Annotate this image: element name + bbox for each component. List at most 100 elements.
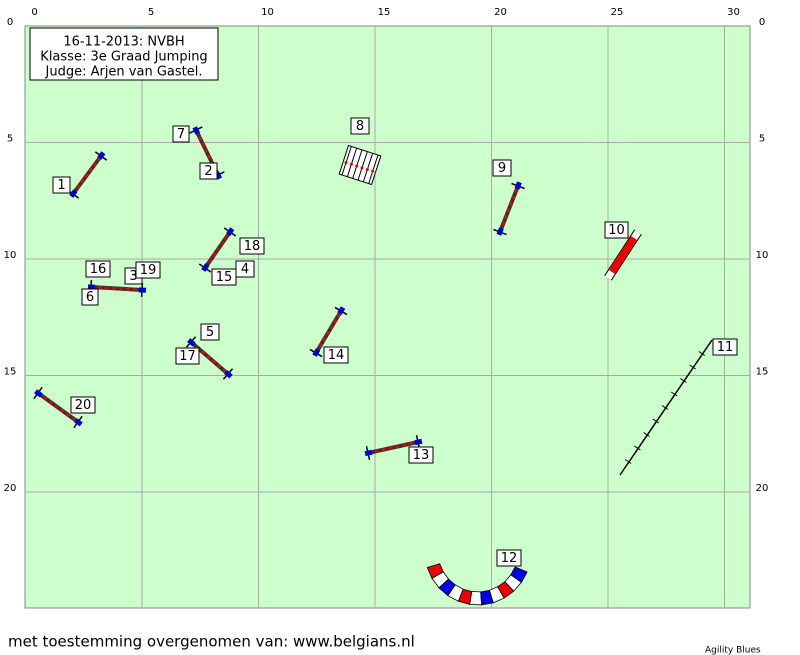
obstacle-label: 6 — [86, 290, 94, 305]
obstacle-label-box — [496, 549, 522, 567]
obstacle-label: 18 — [244, 239, 261, 254]
dogwalk-slat — [661, 405, 669, 410]
obstacle-label: 9 — [498, 161, 506, 176]
jump-wing — [97, 151, 106, 160]
obstacle-label: 14 — [328, 348, 345, 363]
weave-pole — [352, 149, 363, 179]
jump-wing — [514, 181, 522, 190]
obstacle-label: 3 — [129, 269, 137, 284]
obstacle-label-box — [52, 176, 71, 194]
field — [24, 25, 751, 609]
obstacle-label-box — [199, 162, 218, 180]
obstacle-label: 4 — [241, 262, 249, 277]
jump-bar — [367, 440, 419, 455]
obstacle-label-box — [85, 260, 111, 278]
y-tick-label: 20 — [4, 483, 17, 494]
x-tick-label: 10 — [261, 7, 274, 18]
dogwalk-slat — [643, 432, 650, 437]
obstacle-label-box — [200, 323, 220, 341]
dogwalk-slat — [689, 364, 696, 370]
jump-wing — [187, 338, 196, 347]
jump-wing — [69, 189, 78, 198]
jump-wing — [414, 438, 423, 446]
weave-pole — [362, 153, 374, 183]
jump-bar — [72, 155, 102, 195]
obstacle-label-box — [239, 237, 265, 255]
weave-dot — [349, 162, 353, 166]
dogwalk-slat — [680, 378, 687, 383]
jump-bar — [37, 392, 79, 423]
jump-bar — [314, 310, 343, 354]
obstacle-label-box — [70, 396, 96, 414]
obstacle-label-box — [350, 117, 370, 135]
x-tick-label: 15 — [378, 7, 391, 18]
y-tick-label: 10 — [4, 250, 17, 261]
jump-wing — [226, 227, 235, 236]
x-tick-label: 20 — [494, 7, 507, 18]
obstacle-label: 16 — [90, 262, 107, 277]
info-line: Judge: Arjen van Gastel. — [45, 65, 203, 80]
weave-dot — [360, 166, 364, 170]
y-tick-label: 10 — [756, 250, 769, 261]
weave-pole — [346, 147, 358, 177]
jump-wing — [74, 418, 83, 427]
obstacle-label: 19 — [140, 263, 157, 278]
obstacle-label-box — [408, 446, 434, 464]
y-tick-label: 0 — [7, 17, 13, 28]
obstacle-label: 11 — [717, 340, 734, 355]
dogwalk-slat — [698, 351, 706, 356]
obstacle-label: 17 — [179, 349, 196, 364]
obstacle-label-box — [135, 261, 161, 279]
info-line: 16-11-2013: NVBH — [63, 35, 184, 50]
weave-dot — [365, 167, 369, 171]
dogwalk-slat — [634, 445, 641, 451]
y-tick-label: 15 — [756, 367, 769, 378]
y-tick-label: 0 — [759, 17, 765, 28]
brand: Agility Blues — [705, 646, 761, 655]
obstacle-label-box — [492, 159, 512, 177]
obstacle-label-box — [175, 347, 200, 365]
y-tick-label: 5 — [759, 134, 765, 145]
jump-wing — [192, 126, 201, 135]
y-tick-label: 15 — [4, 367, 17, 378]
obstacle-label-box — [172, 125, 190, 143]
weave-dot — [371, 169, 375, 173]
obstacle-label: 2 — [204, 164, 212, 179]
credit: met toestemming overgenomen van: www.bel… — [8, 633, 415, 651]
obstacle-label-box — [712, 338, 738, 356]
weave-dot — [355, 164, 359, 168]
weave-dot — [344, 161, 348, 165]
obstacle-label-box — [81, 288, 99, 306]
jump-wing — [201, 263, 210, 272]
dogwalk-slat — [670, 391, 678, 397]
tunnel-segment — [469, 591, 483, 606]
info-line: Klasse: 3e Graad Jumping — [40, 50, 207, 65]
jump-wing — [364, 449, 373, 457]
obstacle-label: 20 — [75, 398, 92, 413]
obstacle-label: 7 — [177, 127, 185, 142]
x-tick-label: 25 — [611, 7, 624, 18]
x-tick-label: 30 — [727, 7, 740, 18]
x-tick-label: 0 — [31, 7, 37, 18]
obstacle-label: 5 — [206, 325, 214, 340]
jump-wing — [312, 348, 321, 357]
x-tick-label: 5 — [148, 7, 154, 18]
jump-bar — [194, 129, 220, 176]
jump-bar — [204, 231, 231, 269]
tunnel-segment — [510, 566, 528, 583]
obstacle-label: 15 — [216, 270, 233, 285]
y-tick-label: 5 — [7, 134, 13, 145]
weave-pole — [357, 151, 368, 181]
info-box — [29, 27, 219, 81]
jump-wing — [34, 389, 43, 398]
obstacle-label: 10 — [608, 223, 625, 238]
weave-pole — [341, 146, 352, 176]
wall-core — [609, 236, 637, 274]
weave-frame — [338, 144, 382, 186]
obstacle-label: 1 — [57, 178, 65, 193]
dogwalk — [619, 339, 713, 476]
obstacle-label: 8 — [356, 119, 364, 134]
jump-bar — [190, 341, 229, 375]
obstacle-label-box — [323, 346, 349, 364]
